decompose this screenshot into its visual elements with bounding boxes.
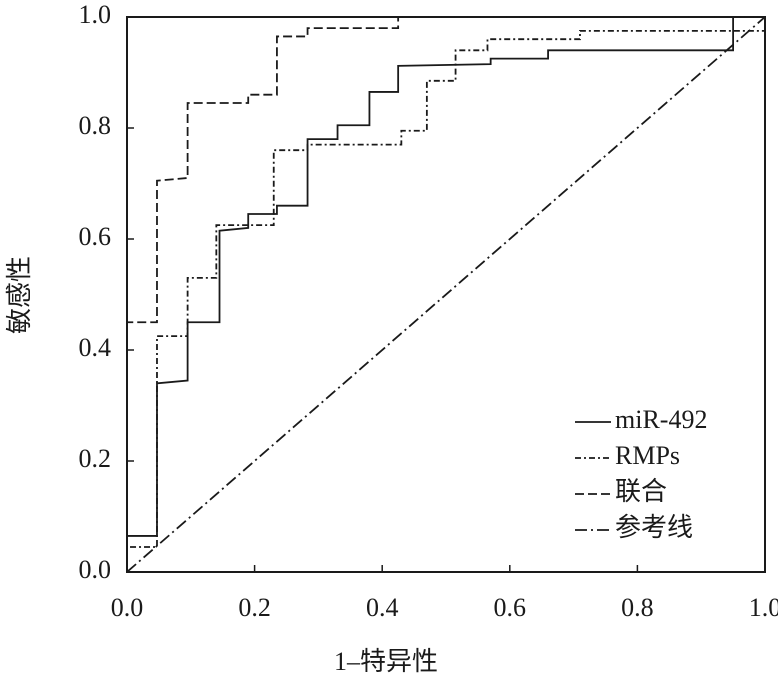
- x-tick-label: 0.2: [238, 593, 271, 622]
- legend-label: RMPs: [615, 441, 680, 470]
- roc-line: [126, 16, 766, 573]
- roc-line: [126, 29, 765, 572]
- roc-line: [126, 16, 765, 572]
- x-axis-label: 1–特异性: [334, 647, 438, 676]
- x-tick-label: 1.0: [749, 593, 778, 622]
- x-tick-label: 0.8: [621, 593, 654, 622]
- legend-label: miR-492: [615, 405, 707, 434]
- x-tick-label: 0.0: [111, 593, 144, 622]
- y-tick-label: 0.6: [79, 222, 112, 251]
- legend-label: 联合: [615, 477, 667, 506]
- y-tick-label: 0.0: [79, 555, 112, 584]
- x-tick-label: 0.4: [366, 593, 399, 622]
- legend-label: 参考线: [615, 513, 693, 542]
- y-tick-label: 0.4: [79, 333, 112, 362]
- roc-line: [126, 16, 765, 572]
- x-tick-label: 0.6: [494, 593, 527, 622]
- y-tick-label: 0.2: [79, 444, 112, 473]
- y-axis-label: 敏感性: [5, 256, 34, 334]
- y-tick-label: 1.0: [79, 0, 112, 29]
- y-tick-label: 0.8: [79, 111, 112, 140]
